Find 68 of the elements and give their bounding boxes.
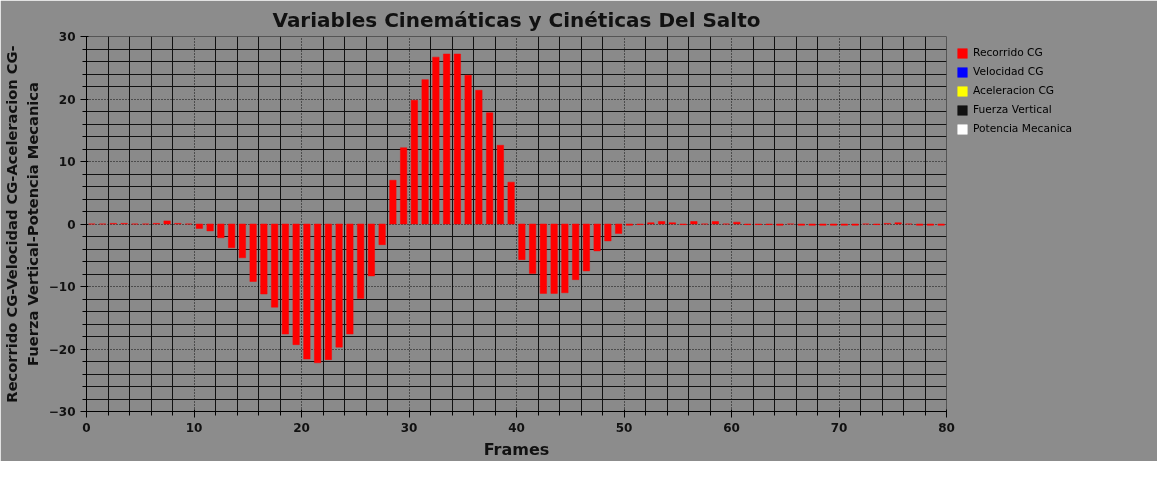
bar [432,56,440,225]
bar [378,223,386,245]
y-tick-label: 20 [58,92,76,107]
bar [486,112,494,225]
x-tick-label: 40 [508,420,525,435]
y-axis-title: Recorrido CG-Velocidad CG-Aceleracion CG- Fuerza Vertical-Potencia Mecanica [3,45,41,403]
bar [206,223,214,232]
bar [593,223,601,252]
bar [410,100,418,225]
y-tick-label: −10 [48,280,76,294]
bar [324,223,332,360]
bar [529,223,537,274]
bar [163,220,171,225]
x-axis-title: Frames [483,439,550,459]
bar [346,223,354,335]
bar [421,79,429,225]
y-tick-label: 0 [67,217,76,232]
bar [195,223,203,229]
bar [228,223,236,248]
bar [303,223,311,360]
bar [518,223,526,260]
bar [561,223,569,293]
x-tick-label: 80 [938,420,955,435]
x-tick-label: 70 [830,420,848,435]
bar [658,221,666,225]
bar [357,223,365,299]
bar [572,223,580,280]
bar [539,223,547,294]
x-tick-label: 0 [82,420,91,435]
bar [367,223,375,277]
bar [292,223,300,345]
x-tick-label: 30 [400,420,418,435]
legend-label: Fuerza Vertical [973,103,1053,116]
bar [249,223,257,282]
bar [615,223,623,234]
bar [711,221,719,225]
bar [281,223,289,335]
bar [550,223,558,294]
x-tick-label: 10 [185,420,203,435]
bar [604,223,612,242]
bar [690,221,698,225]
x-tick-label: 60 [723,420,740,435]
bar [453,53,461,225]
bar [507,181,515,225]
bar [217,223,225,238]
x-tick-label: 20 [293,420,310,435]
bar [238,223,246,258]
bar [464,75,472,225]
bar [400,147,408,225]
bar [335,223,343,348]
x-tick-label: 50 [615,420,633,435]
bar [260,223,268,295]
legend-label: Potencia Mecanica [973,122,1074,135]
legend-label: Aceleracion CG [973,84,1056,97]
y-tick-label: −30 [48,405,76,419]
y-tick-label: 10 [58,155,76,169]
bar [475,90,483,225]
legend-label: Velocidad CG [973,65,1045,78]
chart-title: Variables Cinemáticas y Cinéticas Del Salto [272,7,761,32]
bar [314,223,322,363]
bar [389,180,397,225]
bar [496,145,504,225]
bar [443,53,451,225]
bar [582,223,590,272]
y-tick-label: −20 [48,342,76,357]
y-tick-label: 30 [58,30,76,44]
bar [271,223,279,308]
legend-label: Recorrido CG [973,46,1044,59]
